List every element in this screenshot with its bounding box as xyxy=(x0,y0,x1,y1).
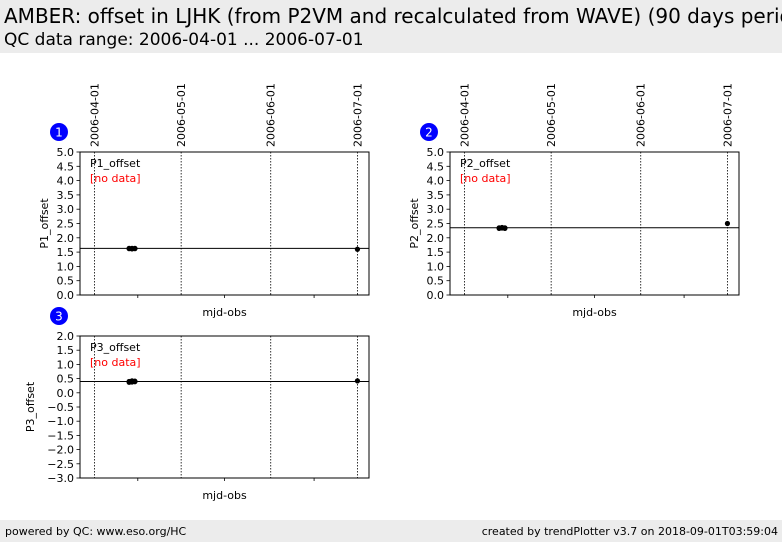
panel-number-text: 1 xyxy=(55,126,63,140)
x-axis-label: mjd-obs xyxy=(202,306,247,319)
series-label: P2_offset xyxy=(460,157,511,170)
y-tick-label: 2.0 xyxy=(57,330,75,343)
y-axis-label: P2_offset xyxy=(408,198,421,249)
x-axis-label: mjd-obs xyxy=(572,306,617,319)
y-tick-label: −1.5 xyxy=(47,429,74,442)
data-point xyxy=(724,220,731,227)
date-tick-label: 2006-05-01 xyxy=(545,83,558,147)
y-tick-label: 2.5 xyxy=(57,218,75,231)
panel-number-badge xyxy=(50,307,68,325)
y-tick-label: 3.0 xyxy=(57,203,75,216)
panel-number-badge xyxy=(50,123,68,141)
chart-panel-3: −3.0−2.5−2.0 −1.5−1.0−0.50.00.5 1.01.52.0 P… xyxy=(24,307,370,502)
y-tick-label: −2.0 xyxy=(47,444,74,457)
y-tick-label: 0.0 xyxy=(427,289,445,302)
y-axis-label: P1_offset xyxy=(38,198,51,249)
data-point xyxy=(132,245,138,251)
x-axis-label: mjd-obs xyxy=(202,489,247,502)
panel-number-text: 3 xyxy=(55,310,63,324)
data-point xyxy=(502,225,508,231)
data-point xyxy=(132,379,138,385)
y-tick-label: −3.0 xyxy=(47,472,74,485)
date-tick-label: 2006-07-01 xyxy=(351,83,364,147)
date-tick-label: 2006-04-01 xyxy=(458,83,471,147)
chart-panel-1: 0.00.5 1.01.52.02.5 3.03.54.0 4.55.0 2006-04… xyxy=(38,83,370,319)
no-data-status: [no data] xyxy=(460,172,511,185)
y-tick-label: −1.0 xyxy=(47,415,74,428)
y-tick-label: 2.0 xyxy=(427,232,445,245)
y-axis-label: P3_offset xyxy=(24,381,37,432)
series-label: P3_offset xyxy=(90,341,141,354)
y-tick-label: 1.5 xyxy=(427,246,445,259)
no-data-status: [no data] xyxy=(90,172,141,185)
date-tick-label: 2006-06-01 xyxy=(635,83,648,147)
y-tick-label: 0.5 xyxy=(57,275,75,288)
report-header: AMBER: offset in LJHK (from P2VM and rec… xyxy=(0,0,782,53)
y-tick-label: −2.5 xyxy=(47,458,74,471)
y-tick-label: 3.5 xyxy=(57,189,75,202)
y-tick-label: 1.0 xyxy=(57,358,75,371)
page-title: AMBER: offset in LJHK (from P2VM and rec… xyxy=(4,4,782,28)
date-tick-label: 2006-04-01 xyxy=(88,83,101,147)
y-tick-label: 2.0 xyxy=(57,232,75,245)
date-tick-label: 2006-06-01 xyxy=(265,83,278,147)
chart-panel-2: 0.00.5 1.01.52.02.5 3.03.54.0 4.55.0 2006-04… xyxy=(408,83,740,319)
y-tick-label: 4.5 xyxy=(57,160,75,173)
y-tick-label: 1.0 xyxy=(57,260,75,273)
y-tick-label: 0.0 xyxy=(57,289,75,302)
y-tick-label: 0.5 xyxy=(57,373,75,386)
y-tick-label: 1.0 xyxy=(427,260,445,273)
y-tick-label: 4.0 xyxy=(427,175,445,188)
qc-date-range: QC data range: 2006-04-01 ... 2006-07-01 xyxy=(4,30,364,50)
date-tick-label: 2006-07-01 xyxy=(721,83,734,147)
y-tick-label: −0.5 xyxy=(47,401,74,414)
report-footer: powered by QC: www.eso.org/HC created by… xyxy=(0,520,782,542)
y-tick-label: 3.5 xyxy=(427,189,445,202)
y-tick-label: 4.0 xyxy=(57,175,75,188)
y-tick-label: 0.0 xyxy=(57,387,75,400)
date-tick-label: 2006-05-01 xyxy=(175,83,188,147)
data-point xyxy=(354,246,361,252)
panel-number-text: 2 xyxy=(425,126,433,140)
y-tick-label: 5.0 xyxy=(427,146,445,159)
powered-by-text: powered by QC: www.eso.org/HC xyxy=(5,525,187,538)
series-label: P1_offset xyxy=(90,157,141,170)
y-tick-label: 0.5 xyxy=(427,275,445,288)
y-tick-label: 2.5 xyxy=(427,218,445,231)
y-tick-label: 4.5 xyxy=(427,160,445,173)
created-by-text: created by trendPlotter v3.7 on 2018-09-… xyxy=(481,525,778,538)
panel-number-badge xyxy=(420,123,438,141)
data-point xyxy=(354,378,361,384)
y-tick-label: 1.5 xyxy=(57,246,75,259)
no-data-status: [no data] xyxy=(90,356,141,369)
y-tick-label: 1.5 xyxy=(57,344,75,357)
y-tick-label: 3.0 xyxy=(427,203,445,216)
y-tick-label: 5.0 xyxy=(57,146,75,159)
